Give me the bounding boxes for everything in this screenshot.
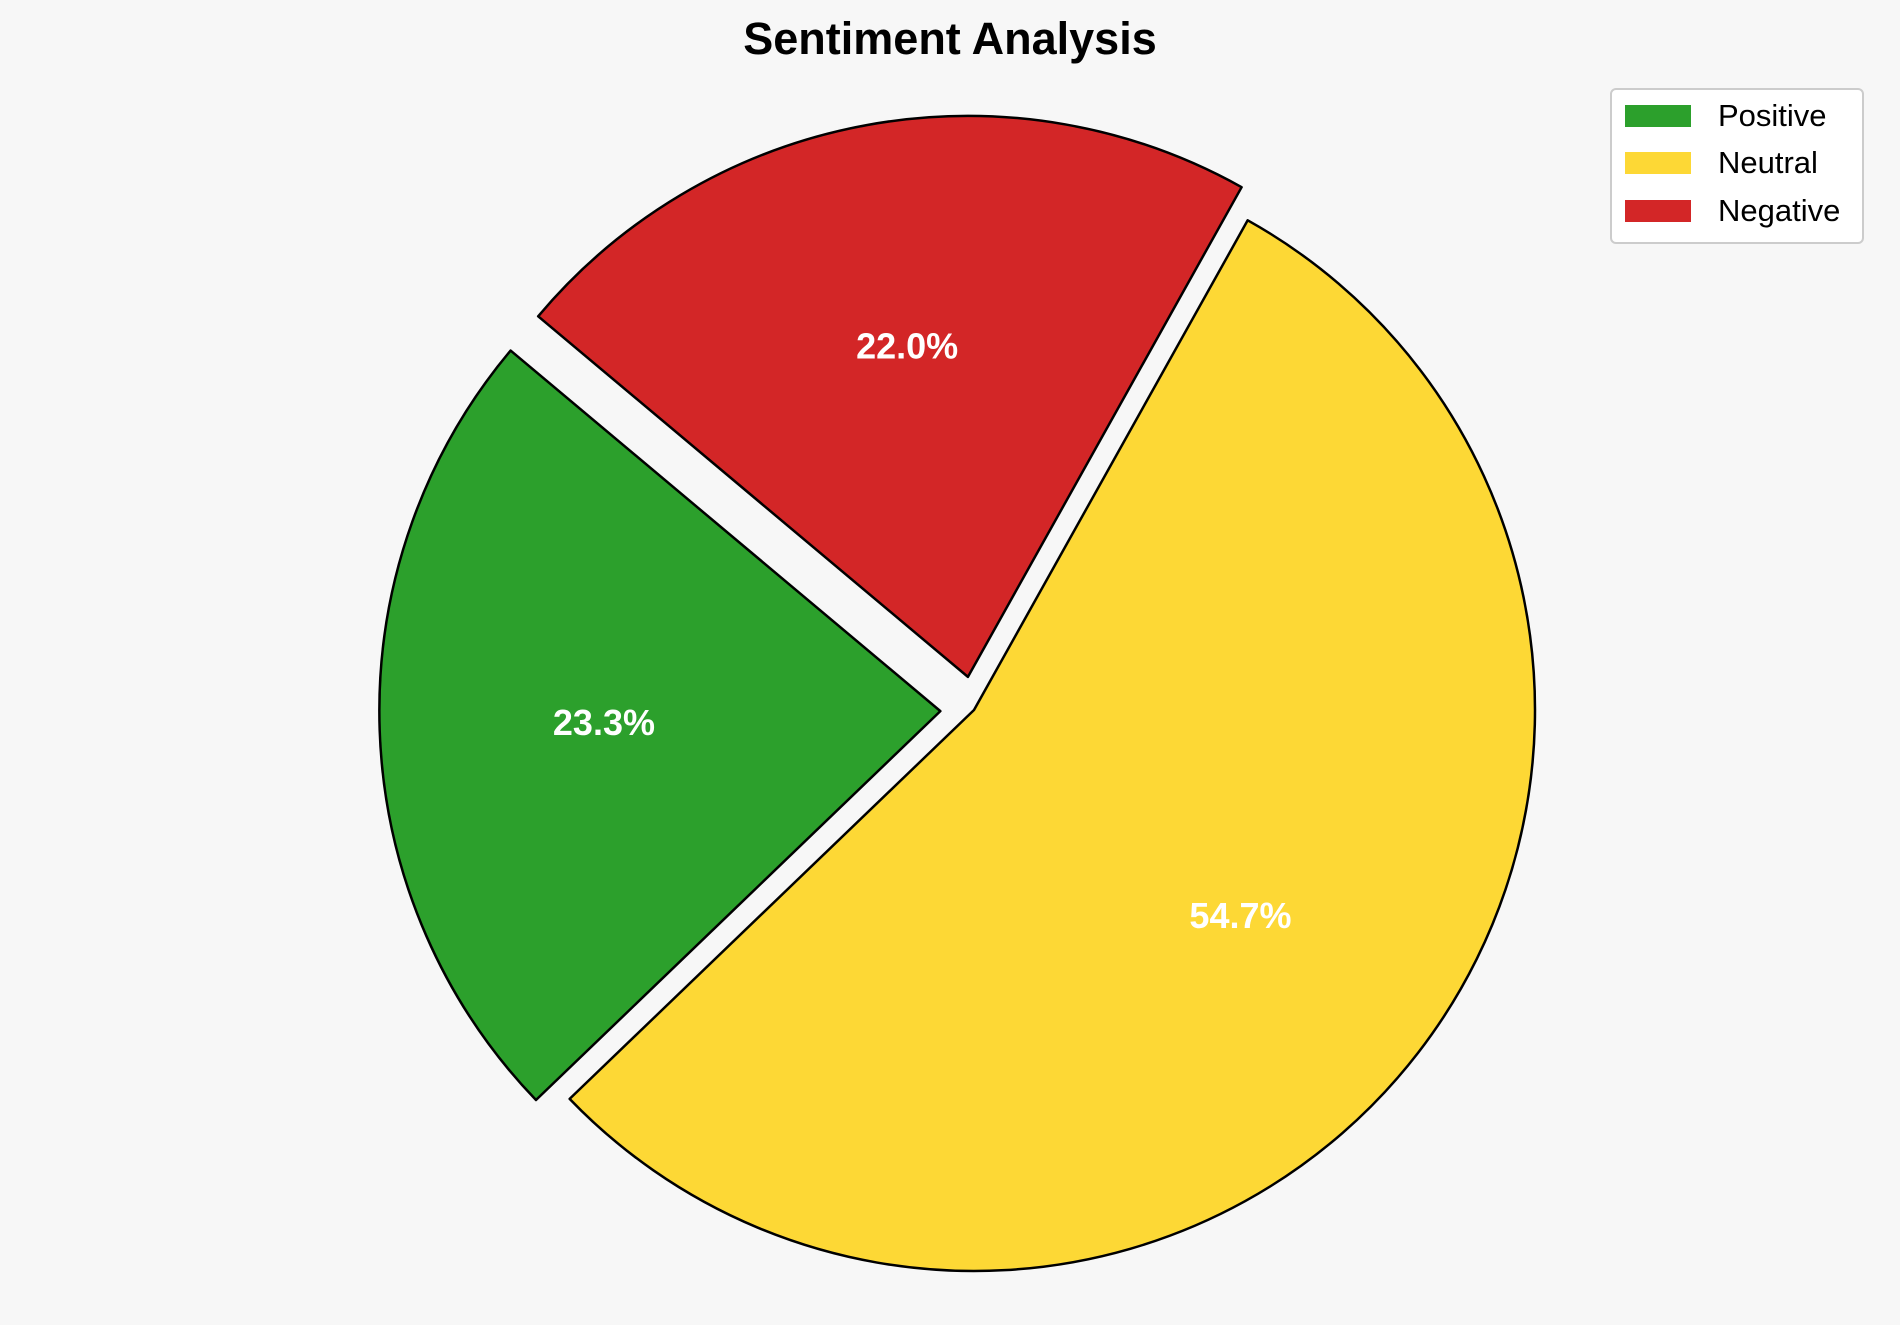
pie-slice-labels: 23.3% 54.7% 22.0% — [553, 325, 1292, 936]
legend: Positive Neutral Negative — [1610, 88, 1864, 244]
pie-label-neutral: 54.7% — [1189, 895, 1291, 936]
legend-label-positive: Positive — [1718, 98, 1827, 133]
pie-slice-neutral — [568, 219, 1537, 1273]
chart-title: Sentiment Analysis — [743, 13, 1156, 64]
legend-swatch-positive — [1625, 105, 1691, 127]
pie-slices — [378, 114, 1537, 1273]
legend-swatch-negative — [1625, 200, 1691, 222]
pie-label-positive: 23.3% — [553, 702, 655, 743]
legend-label-negative: Negative — [1718, 193, 1840, 228]
legend-label-neutral: Neutral — [1718, 145, 1818, 180]
legend-swatch-neutral — [1625, 152, 1691, 174]
pie-slice-positive — [378, 349, 942, 1102]
pie-slice-negative — [536, 114, 1243, 679]
pie-label-negative: 22.0% — [856, 325, 958, 366]
